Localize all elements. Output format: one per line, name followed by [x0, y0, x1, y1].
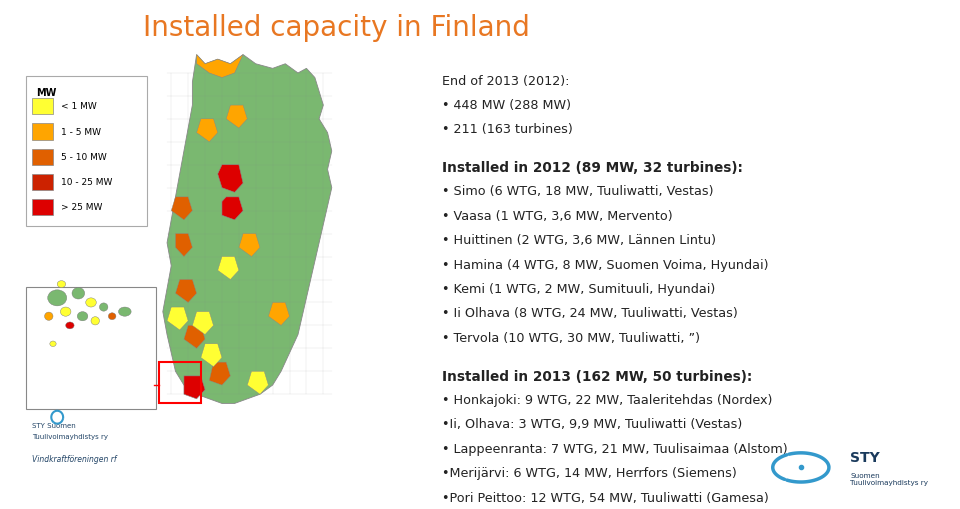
Polygon shape	[197, 120, 218, 143]
Ellipse shape	[65, 322, 74, 329]
Polygon shape	[197, 55, 243, 78]
Polygon shape	[209, 362, 230, 385]
Text: Tuulivoimayhdistys ry: Tuulivoimayhdistys ry	[32, 433, 108, 439]
Ellipse shape	[118, 307, 132, 317]
Ellipse shape	[100, 303, 108, 312]
Text: 5 - 10 MW: 5 - 10 MW	[61, 153, 108, 162]
Bar	[32, 149, 53, 165]
Polygon shape	[227, 106, 248, 129]
Polygon shape	[163, 55, 332, 404]
Text: Suomen
Tuulivoimayhdistys ry: Suomen Tuulivoimayhdistys ry	[851, 472, 928, 485]
Ellipse shape	[72, 288, 84, 299]
Text: • Simo (6 WTG, 18 MW, Tuuliwatti, Vestas): • Simo (6 WTG, 18 MW, Tuuliwatti, Vestas…	[442, 185, 713, 198]
Text: > 25 MW: > 25 MW	[61, 203, 103, 212]
Bar	[32, 200, 53, 216]
Text: • Huittinen (2 WTG, 3,6 MW, Lännen Lintu): • Huittinen (2 WTG, 3,6 MW, Lännen Lintu…	[442, 234, 715, 247]
Text: Installed in 2012 (89 MW, 32 turbines):: Installed in 2012 (89 MW, 32 turbines):	[442, 161, 742, 175]
Text: Installed capacity in Finland: Installed capacity in Finland	[143, 14, 529, 41]
Text: • Honkajoki: 9 WTG, 22 MW, Taaleritehdas (Nordex): • Honkajoki: 9 WTG, 22 MW, Taaleritehdas…	[442, 393, 772, 406]
Polygon shape	[192, 312, 213, 335]
Text: • 211 (163 turbines): • 211 (163 turbines)	[442, 123, 572, 136]
Polygon shape	[222, 197, 243, 220]
Ellipse shape	[50, 342, 56, 347]
Polygon shape	[239, 234, 260, 257]
Bar	[158, 362, 201, 404]
Polygon shape	[248, 372, 269, 394]
Text: • Ii Olhava (8 WTG, 24 MW, Tuuliwatti, Vestas): • Ii Olhava (8 WTG, 24 MW, Tuuliwatti, V…	[442, 307, 737, 320]
Text: 1 - 5 MW: 1 - 5 MW	[61, 127, 102, 136]
Bar	[32, 99, 53, 115]
Polygon shape	[184, 376, 205, 399]
Polygon shape	[171, 197, 192, 220]
Polygon shape	[167, 307, 188, 330]
Polygon shape	[176, 234, 192, 257]
Ellipse shape	[48, 290, 67, 306]
Ellipse shape	[85, 298, 96, 307]
Text: End of 2013 (2012):: End of 2013 (2012):	[442, 74, 569, 88]
Ellipse shape	[58, 281, 65, 288]
Ellipse shape	[91, 317, 100, 325]
Bar	[32, 175, 53, 190]
Bar	[32, 124, 53, 140]
Text: •Merijärvi: 6 WTG, 14 MW, Herrfors (Siemens): •Merijärvi: 6 WTG, 14 MW, Herrfors (Siem…	[442, 466, 736, 479]
Polygon shape	[184, 326, 205, 349]
Text: STY: STY	[851, 450, 879, 465]
Polygon shape	[269, 303, 290, 326]
Text: • Hamina (4 WTG, 8 MW, Suomen Voima, Hyundai): • Hamina (4 WTG, 8 MW, Suomen Voima, Hyu…	[442, 258, 768, 271]
Ellipse shape	[60, 307, 71, 317]
Text: • Lappeenranta: 7 WTG, 21 MW, Tuulisaimaa (Alstom): • Lappeenranta: 7 WTG, 21 MW, Tuulisaima…	[442, 442, 787, 455]
Text: •Pori Peittoo: 12 WTG, 54 MW, Tuuliwatti (Gamesa): •Pori Peittoo: 12 WTG, 54 MW, Tuuliwatti…	[442, 491, 768, 503]
Text: < 1 MW: < 1 MW	[61, 102, 97, 111]
Text: Installed in 2013 (162 MW, 50 turbines):: Installed in 2013 (162 MW, 50 turbines):	[442, 369, 752, 383]
Text: 10 - 25 MW: 10 - 25 MW	[61, 178, 113, 187]
Ellipse shape	[77, 312, 88, 321]
Text: MW: MW	[36, 88, 57, 98]
Text: • Vaasa (1 WTG, 3,6 MW, Mervento): • Vaasa (1 WTG, 3,6 MW, Mervento)	[442, 209, 672, 222]
Text: Vindkraftföreningen rf: Vindkraftföreningen rf	[32, 454, 116, 463]
Ellipse shape	[108, 313, 116, 320]
FancyBboxPatch shape	[26, 288, 156, 410]
Polygon shape	[218, 257, 239, 280]
Text: STY Suomen: STY Suomen	[32, 422, 76, 428]
FancyBboxPatch shape	[26, 77, 147, 227]
Text: • 448 MW (288 MW): • 448 MW (288 MW)	[442, 99, 570, 111]
Polygon shape	[218, 165, 243, 193]
Polygon shape	[176, 280, 197, 303]
Ellipse shape	[44, 313, 53, 321]
Text: •Ii, Olhava: 3 WTG, 9,9 MW, Tuuliwatti (Vestas): •Ii, Olhava: 3 WTG, 9,9 MW, Tuuliwatti (…	[442, 417, 742, 431]
Text: • Tervola (10 WTG, 30 MW, Tuuliwatti, ”): • Tervola (10 WTG, 30 MW, Tuuliwatti, ”)	[442, 331, 700, 344]
Polygon shape	[201, 344, 222, 367]
Text: • Kemi (1 WTG, 2 MW, Sumituuli, Hyundai): • Kemi (1 WTG, 2 MW, Sumituuli, Hyundai)	[442, 282, 715, 295]
